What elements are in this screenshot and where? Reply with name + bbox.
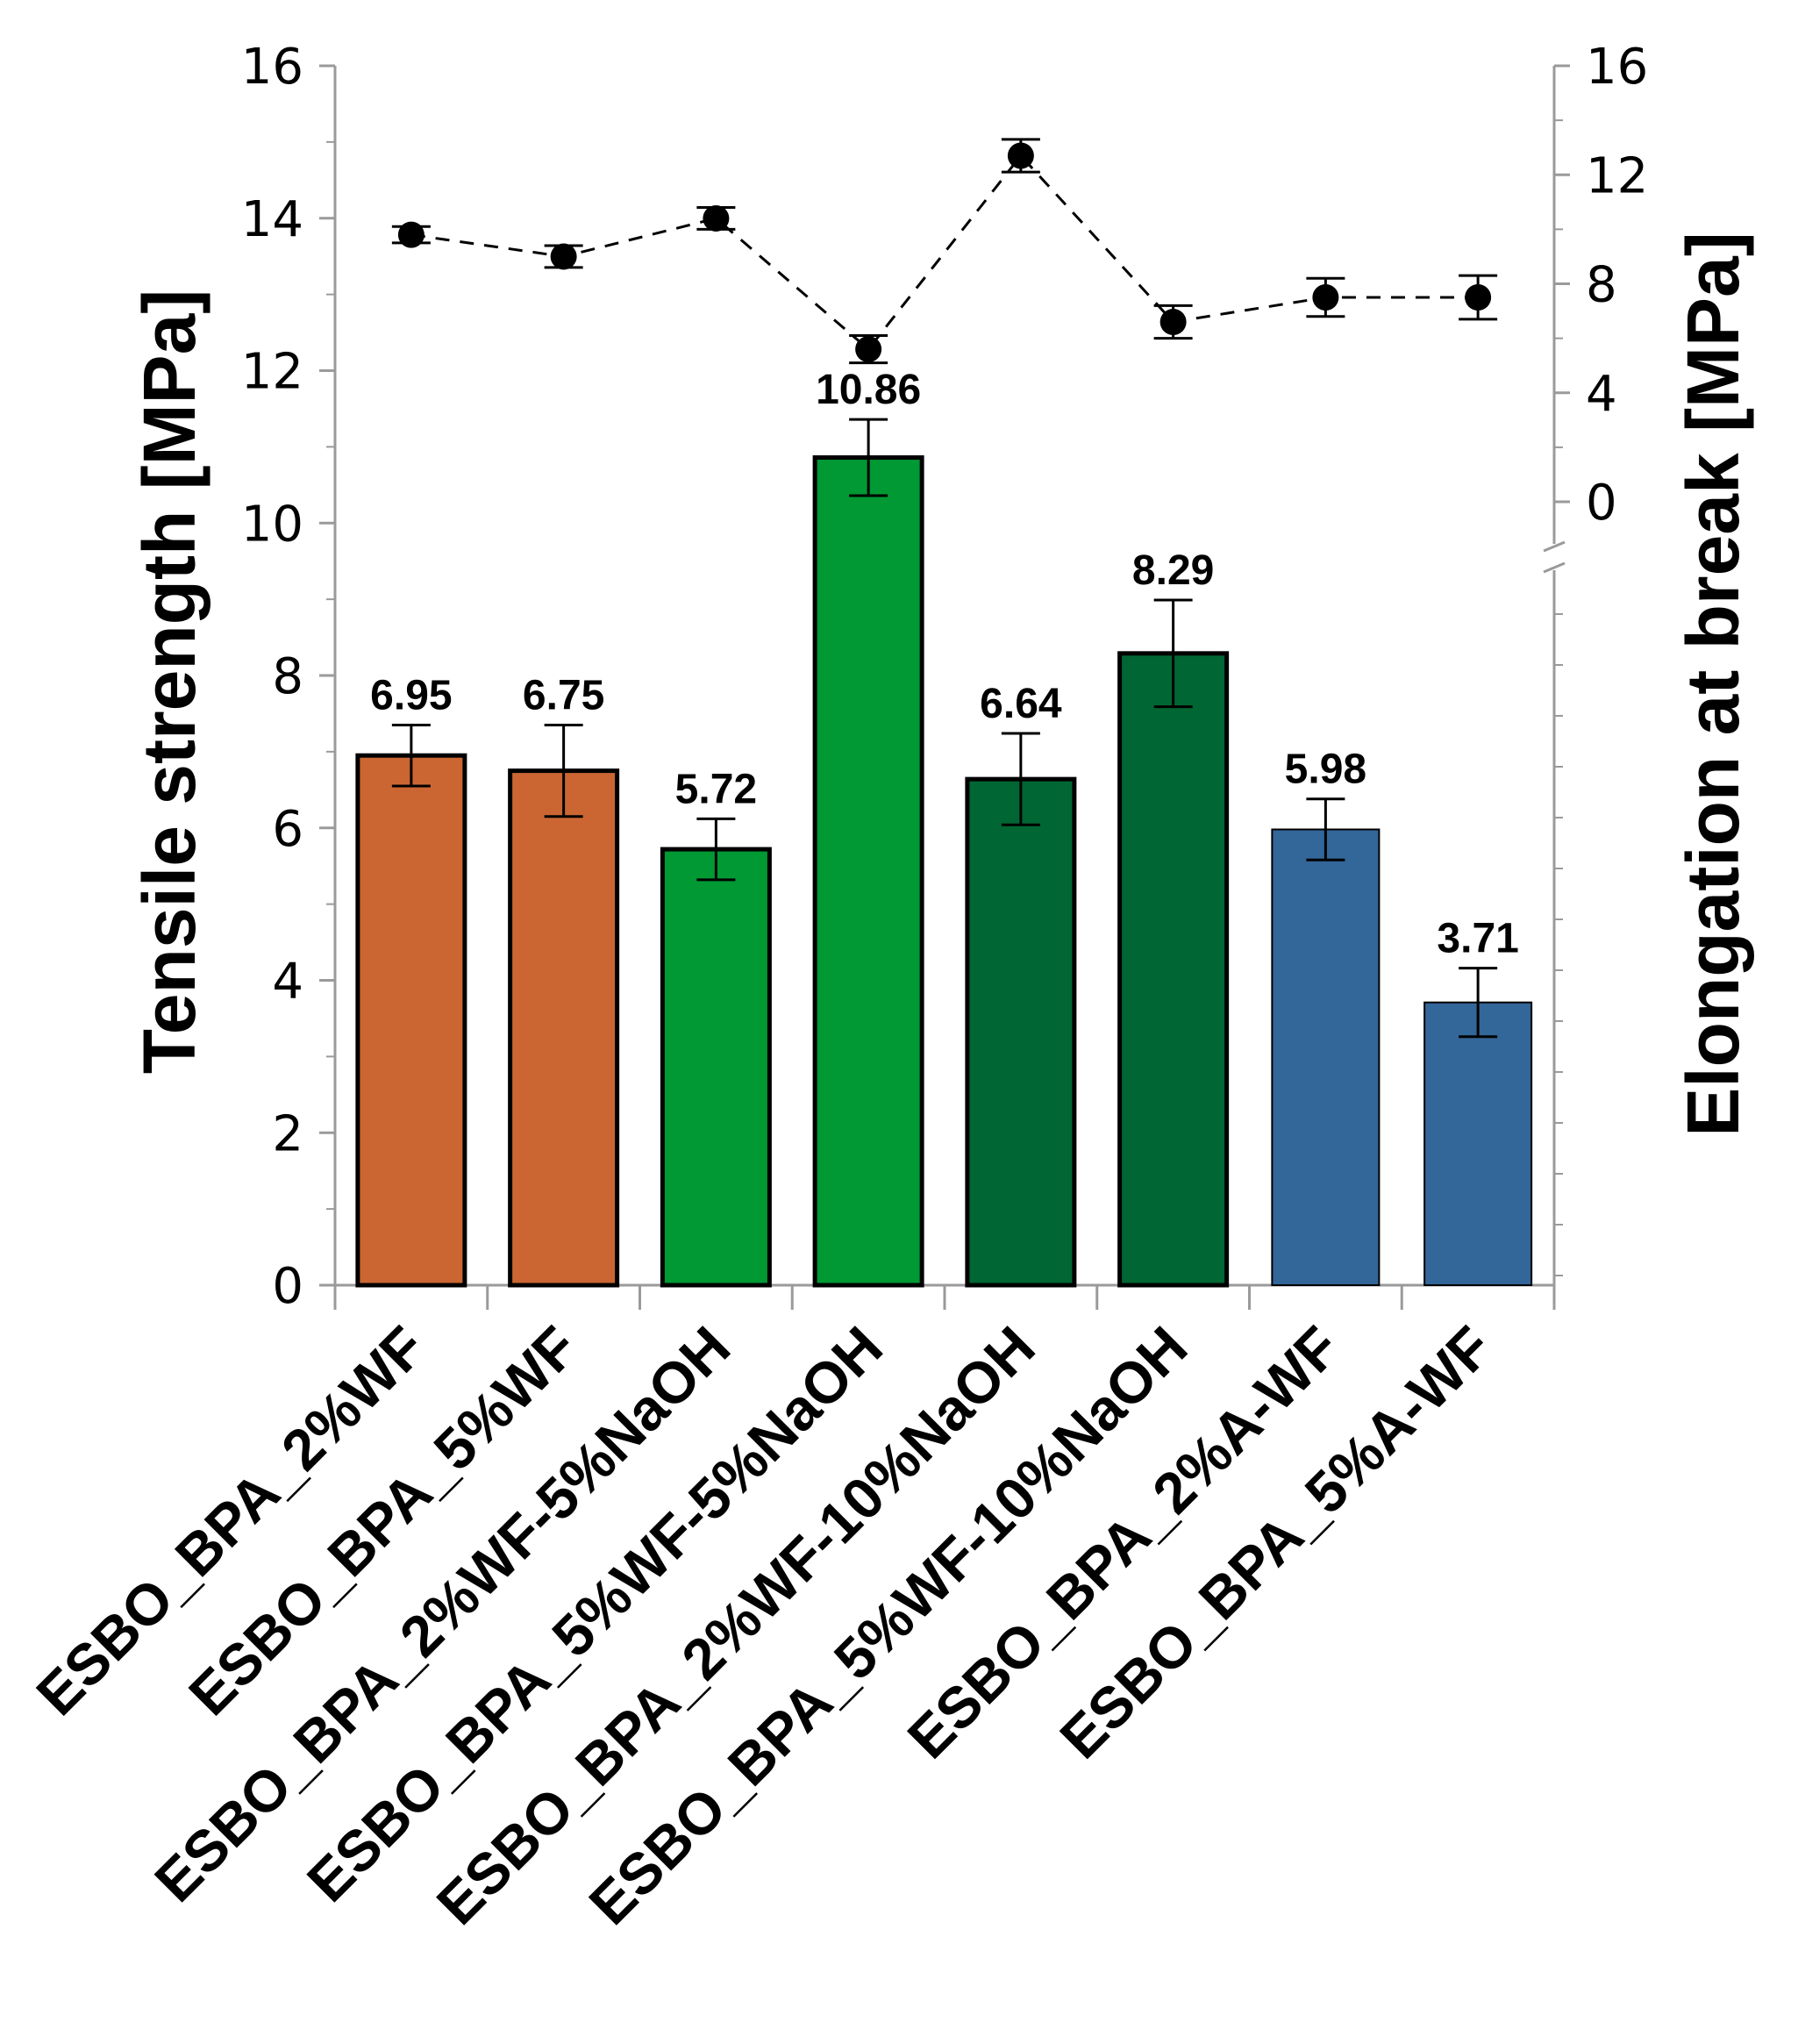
- elongation-point: [1465, 284, 1492, 311]
- bar-value-label: 3.71: [1437, 916, 1518, 962]
- bar: [1271, 828, 1381, 1286]
- y-tick-label: 2: [272, 1105, 303, 1162]
- y2-tick-label: 0: [1586, 475, 1617, 532]
- bar-value-label: 5.72: [675, 766, 757, 812]
- elongation-series: [391, 138, 1498, 365]
- elongation-point: [1159, 308, 1187, 335]
- bar-value-label: 8.29: [1132, 547, 1214, 594]
- bar-value-label: 6.75: [523, 672, 604, 718]
- bar: [1423, 1001, 1533, 1286]
- bar: [812, 455, 924, 1288]
- elongation-point: [703, 204, 730, 232]
- y2-axis-title: Elongation at break [MPa]: [1672, 232, 1754, 1136]
- y-tick-label: 14: [241, 191, 303, 248]
- y2-axis-break-mark: [1543, 561, 1566, 574]
- y-tick-label: 4: [272, 954, 303, 1011]
- y-tick-label: 6: [272, 801, 303, 858]
- bar-value-label: 6.64: [980, 681, 1062, 727]
- bars: [355, 418, 1533, 1288]
- axes: 0 2 4 6 8 10 12 14 16 0 4 8 12 16: [241, 39, 1649, 1315]
- y2-tick-label: 4: [1586, 366, 1617, 423]
- y-axis-title: Tensile strength [MPa]: [128, 289, 210, 1075]
- bar: [355, 753, 467, 1288]
- bar-value-label: 6.95: [370, 672, 452, 718]
- y-tick-label: 0: [272, 1258, 303, 1315]
- elongation-point: [855, 336, 882, 363]
- y2-tick-label: 8: [1586, 257, 1617, 314]
- elongation-point: [550, 243, 577, 270]
- y2-tick-label: 12: [1586, 147, 1648, 204]
- elongation-line: [410, 154, 1479, 352]
- elongation-point: [397, 221, 425, 248]
- elongation-point: [1007, 142, 1034, 169]
- elongation-point: [1312, 284, 1339, 311]
- bar: [965, 776, 1077, 1288]
- y-tick-label: 10: [241, 496, 303, 553]
- bar: [508, 768, 620, 1288]
- bar: [660, 847, 772, 1288]
- bar-value-label: 10.86: [816, 367, 921, 413]
- y2-tick-label: 16: [1586, 39, 1648, 96]
- y-tick-label: 8: [272, 648, 303, 705]
- bar: [1117, 651, 1230, 1288]
- y-tick-label: 16: [241, 39, 303, 96]
- y2-axis-break-mark: [1543, 540, 1566, 553]
- y-tick-label: 12: [241, 344, 303, 401]
- bar-value-label: 5.98: [1285, 747, 1366, 793]
